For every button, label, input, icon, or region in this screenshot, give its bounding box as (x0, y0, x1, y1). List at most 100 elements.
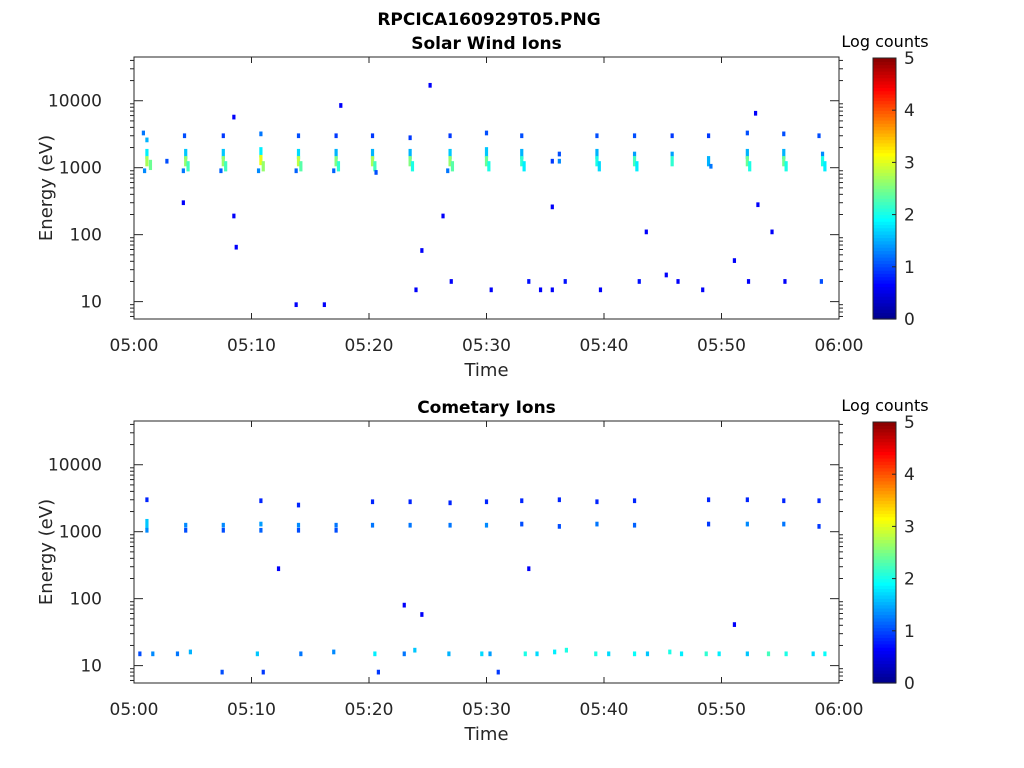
heatmap-cell (188, 649, 192, 655)
heatmap-cell (487, 161, 491, 172)
heatmap-cell (522, 161, 526, 172)
colorbar-swatch (873, 562, 896, 567)
colorbar-swatch (873, 545, 896, 550)
heatmap-cell (224, 161, 228, 172)
heatmap-cell (448, 500, 452, 506)
heatmap-cell (550, 204, 554, 210)
heatmap-cell (334, 148, 338, 160)
heatmap-cell (553, 649, 557, 655)
colorbar-swatch (873, 80, 896, 85)
colorbar-swatch (873, 487, 896, 492)
heatmap-cell (145, 156, 149, 167)
colorbar-swatch (873, 299, 896, 304)
heatmap-cell (294, 302, 298, 308)
x-tick-label: 05:00 (110, 700, 159, 720)
colorbar-swatch (873, 257, 896, 261)
heatmap-cell (259, 147, 263, 158)
heatmap-cell (446, 168, 450, 174)
colorbar-swatch (873, 578, 896, 583)
colorbar-swatch (873, 647, 896, 651)
heatmap-cell (535, 651, 539, 657)
heatmap-cell (784, 651, 788, 657)
colorbar-swatch (873, 58, 896, 62)
colorbar-swatch (873, 286, 896, 291)
colorbar-swatch (873, 201, 896, 206)
colorbar-swatch (873, 211, 896, 216)
colorbar-swatch (873, 149, 896, 154)
colorbar-swatch (873, 181, 896, 186)
colorbar-swatch (873, 594, 896, 599)
colorbar-swatch (873, 97, 896, 102)
heatmap-cell (488, 651, 492, 657)
heatmap-cell (595, 499, 599, 505)
colorbar-swatch (873, 270, 896, 274)
heatmap-cell (595, 148, 599, 160)
solar-wind-ions-colorbar-label: Log counts (841, 32, 928, 51)
colorbar-swatch (873, 273, 896, 278)
colorbar-swatch (873, 162, 896, 167)
heatmap-cell (376, 669, 380, 675)
colorbar-tick-label: 2 (904, 570, 915, 590)
heatmap-cell (557, 158, 561, 164)
solar-wind-ions-y-label: Energy (eV) (36, 135, 57, 241)
colorbar-swatch (873, 513, 896, 518)
colorbar-swatch (873, 634, 896, 638)
colorbar-swatch (873, 64, 896, 69)
heatmap-cell (336, 161, 341, 172)
colorbar-swatch (873, 679, 896, 684)
heatmap-cell (706, 521, 711, 527)
heatmap-cell (145, 148, 149, 160)
heatmap-cell (557, 524, 561, 529)
colorbar-swatch (873, 172, 896, 177)
heatmap-cell (448, 156, 452, 167)
heatmap-cell (598, 287, 603, 293)
colorbar-swatch (873, 136, 896, 141)
heatmap-cell (334, 156, 338, 167)
colorbar-swatch (873, 260, 896, 265)
heatmap-cell (373, 651, 377, 657)
colorbar-swatch (873, 315, 896, 320)
colorbar-swatch (873, 559, 896, 563)
heatmap-cell (632, 151, 637, 157)
heatmap-cell (782, 498, 786, 504)
heatmap-cell (717, 651, 721, 657)
x-tick-label: 05:50 (697, 336, 746, 356)
colorbar-swatch (873, 129, 896, 134)
heatmap-cell (676, 279, 680, 284)
heatmap-cell (782, 131, 786, 137)
heatmap-cell (820, 151, 825, 157)
colorbar-swatch (873, 656, 896, 661)
colorbar-swatch (873, 500, 896, 505)
heatmap-cell (145, 527, 149, 533)
colorbar-swatch (873, 123, 896, 128)
colorbar-swatch (873, 237, 896, 242)
colorbar-swatch (873, 510, 896, 514)
colorbar-swatch (873, 116, 896, 121)
heatmap-cell (448, 522, 452, 528)
heatmap-cell (186, 161, 190, 172)
colorbar-swatch (873, 312, 896, 317)
heatmap-cell (142, 168, 147, 174)
heatmap-cell (370, 148, 375, 160)
heatmap-cell (220, 669, 224, 675)
cometary-ions-y-label: Energy (eV) (36, 499, 57, 605)
colorbar-swatch (873, 441, 896, 446)
heatmap-cell (450, 161, 455, 172)
heatmap-cell (817, 498, 821, 504)
colorbar-swatch (873, 630, 896, 635)
heatmap-cell (668, 649, 672, 655)
colorbar-swatch (873, 283, 896, 287)
heatmap-cell (145, 518, 149, 530)
heatmap-cell (817, 524, 821, 529)
colorbar-swatch (873, 103, 896, 108)
heatmap-cell (756, 202, 760, 208)
colorbar-swatch (873, 289, 896, 294)
colorbar-tick-label: 4 (904, 101, 915, 121)
colorbar-frame (872, 57, 897, 320)
heatmap-cell (550, 158, 554, 164)
heatmap-cell (259, 154, 263, 166)
heatmap-cell (645, 651, 650, 657)
colorbar-swatch (873, 676, 896, 681)
heatmap-cell (489, 287, 493, 293)
heatmap-cell (413, 647, 417, 653)
